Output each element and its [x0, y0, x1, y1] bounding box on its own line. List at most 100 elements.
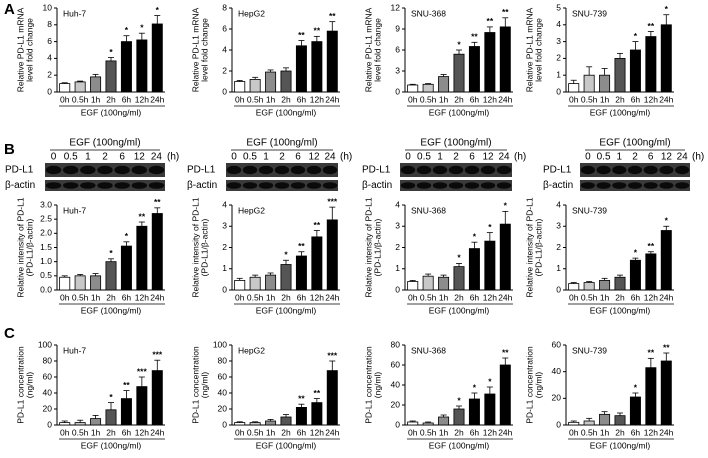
- bar: [660, 24, 672, 93]
- significance-label: *: [125, 25, 129, 35]
- y-axis-label: Relative PD-L1 mRNA: [363, 7, 373, 92]
- significance-label: **: [471, 32, 478, 42]
- blot-row-label: β-actin: [187, 180, 217, 191]
- y-axis-label: (PD-L1/β-actin): [24, 218, 34, 276]
- chart-title: SNU-739: [572, 205, 607, 215]
- bar: [280, 264, 292, 291]
- bar: [120, 41, 132, 93]
- x-tick-label: 1h: [91, 427, 101, 437]
- bar: [249, 422, 261, 426]
- blot-row-label: PD-L1: [543, 165, 572, 176]
- x-tick-label: 1h: [439, 427, 449, 437]
- lane-label: 0: [585, 152, 591, 163]
- x-tick-label: 0h: [569, 292, 579, 302]
- y-axis-label: PD-L1 concentration: [524, 346, 534, 424]
- significance-label: *: [109, 392, 113, 402]
- y-axis-label: level fold change: [199, 18, 209, 82]
- blot-band: [612, 165, 627, 175]
- x-tick-label: 24h: [659, 427, 673, 437]
- x-tick-label: 12h: [310, 94, 324, 104]
- x-tick-label: 6h: [631, 292, 641, 302]
- lane-label: 1: [85, 152, 91, 163]
- x-tick-label: 12h: [483, 94, 497, 104]
- lane-label: 1: [263, 152, 269, 163]
- y-axis-label: (ng/ml): [372, 372, 382, 399]
- blot-band: [258, 165, 274, 175]
- x-tick-label: 1h: [91, 292, 101, 302]
- chart-title: SNU-368: [411, 8, 446, 18]
- lane-label: 6: [648, 152, 654, 163]
- y-tick-label: 0: [395, 86, 400, 96]
- x-tick-label: 2h: [106, 427, 116, 437]
- y-tick-label: 0.0: [40, 284, 52, 294]
- y-tick-label: 3: [556, 221, 561, 231]
- bar: [136, 225, 148, 291]
- bar: [645, 36, 657, 93]
- significance-label: ***: [327, 196, 338, 206]
- blot-row-label: β-actin: [362, 180, 392, 191]
- significance-label: **: [648, 348, 655, 358]
- y-tick-label: 4: [556, 199, 561, 209]
- x-tick-label: 24h: [325, 292, 339, 302]
- blot-band: [97, 182, 113, 189]
- y-axis-label: Relative PD-L1 mRNA: [524, 7, 534, 92]
- y-tick-label: 1: [556, 69, 561, 79]
- panel-label: A: [4, 1, 15, 18]
- panel-label: C: [4, 325, 15, 342]
- x-tick-label: 12h: [644, 292, 658, 302]
- x-tick-label: 24h: [498, 292, 512, 302]
- x-tick-label: 1h: [266, 94, 276, 104]
- bar: [453, 53, 465, 93]
- y-axis-label: level fold change: [533, 18, 543, 82]
- x-tick-label: 6h: [470, 94, 480, 104]
- bar: [614, 415, 626, 426]
- blot-band: [131, 165, 148, 175]
- x-tick-label: 6h: [122, 292, 132, 302]
- bar: [136, 386, 148, 426]
- bar: [484, 32, 496, 93]
- x-tick-label: 0h: [60, 427, 70, 437]
- y-tick-label: 80: [43, 355, 53, 365]
- x-tick-label: 6h: [297, 94, 307, 104]
- blot-band: [580, 182, 595, 189]
- y-tick-label: 3.0: [40, 199, 52, 209]
- y-tick-label: 0.5: [40, 270, 52, 280]
- y-tick-label: 2: [395, 242, 400, 252]
- x-tick-label: 2h: [615, 292, 625, 302]
- y-axis-label: (ng/ml): [199, 372, 209, 399]
- significance-label: ***: [327, 350, 338, 360]
- y-tick-label: 3: [395, 221, 400, 231]
- x-tick-label: 0.5h: [420, 292, 437, 302]
- y-tick-label: 6: [395, 44, 400, 54]
- significance-label: *: [504, 201, 508, 211]
- bar: [249, 276, 261, 291]
- x-tick-label: 24h: [325, 427, 339, 437]
- blot-row-label: β-actin: [5, 180, 35, 191]
- significance-label: **: [502, 347, 509, 357]
- blot-band: [322, 165, 338, 175]
- chart-title: HepG2: [238, 345, 265, 355]
- blot-band: [306, 182, 322, 189]
- x-tick-label: 2h: [615, 94, 625, 104]
- significance-label: *: [140, 22, 144, 32]
- bar: [422, 275, 434, 291]
- blot-band: [675, 165, 690, 175]
- bar: [74, 275, 86, 291]
- y-tick-label: 40: [552, 366, 562, 376]
- time-unit: (h): [692, 152, 704, 163]
- significance-label: *: [457, 253, 461, 263]
- significance-label: **: [154, 197, 161, 207]
- y-tick-label: 4: [395, 199, 400, 209]
- x-axis-label: EGF (100ng/ml): [590, 440, 651, 450]
- bar: [660, 360, 672, 426]
- y-axis-label: level fold change: [372, 18, 382, 82]
- bar: [484, 240, 496, 291]
- bar: [583, 420, 595, 426]
- y-tick-label: 2: [556, 242, 561, 252]
- blot-band: [643, 165, 658, 175]
- bar: [568, 283, 580, 291]
- bar: [136, 39, 148, 93]
- bar: [468, 398, 480, 426]
- x-tick-label: 24h: [659, 94, 673, 104]
- y-tick-label: 2.0: [40, 228, 52, 238]
